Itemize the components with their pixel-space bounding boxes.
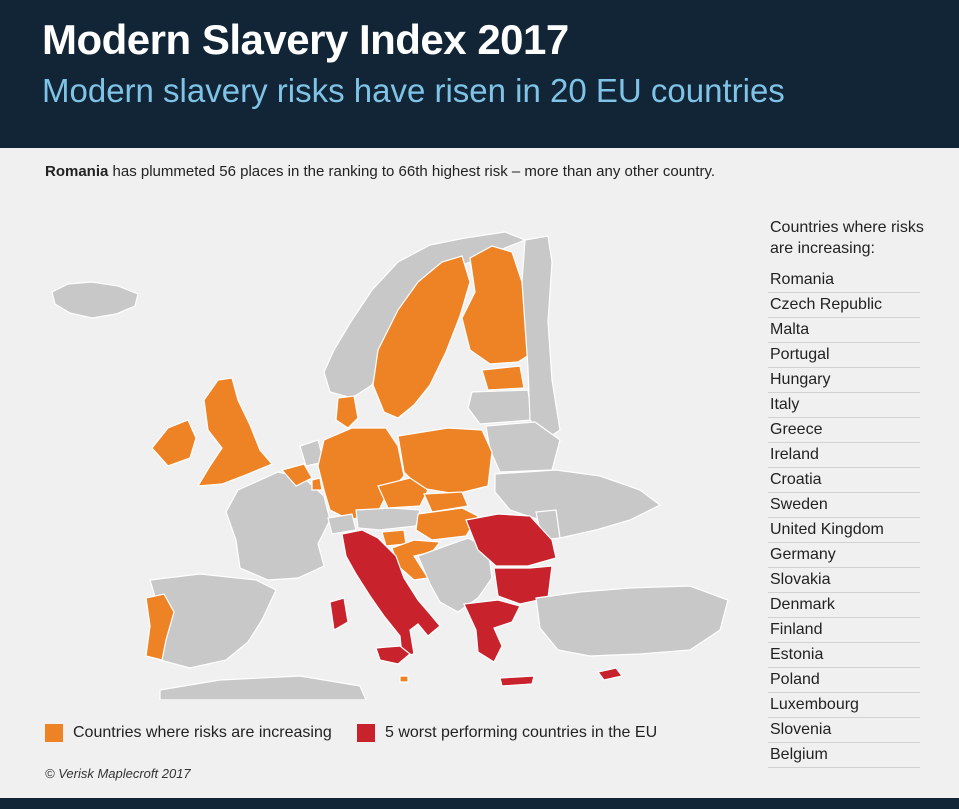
map-uk (196, 377, 273, 487)
map-baltics (467, 389, 533, 425)
map-romania (465, 513, 557, 567)
country-list-item: Malta (768, 318, 920, 343)
map-estonia (481, 365, 525, 391)
country-list-item: Greece (768, 418, 920, 443)
legend-worst: 5 worst performing countries in the EU (357, 722, 657, 744)
map-hungary (415, 507, 479, 541)
country-list-item: Finland (768, 618, 920, 643)
map-austria (355, 507, 421, 531)
copyright-credit: © Verisk Maplecroft 2017 (45, 766, 191, 781)
country-list-item: Portugal (768, 343, 920, 368)
legend-swatch-worst (357, 724, 375, 742)
country-list-item: Hungary (768, 368, 920, 393)
europe-map (51, 231, 729, 700)
intro-highlight: Romania (45, 163, 109, 180)
map-slovakia (423, 491, 469, 513)
map-portugal (145, 593, 175, 661)
map-crete (499, 675, 535, 687)
map-russia (521, 235, 561, 441)
legend-increasing: Countries where risks are increasing (45, 722, 332, 744)
map-north-africa (159, 675, 367, 700)
map-iceland (51, 281, 139, 319)
country-list-item: Croatia (768, 468, 920, 493)
map-ukraine (494, 469, 662, 539)
map-poland (397, 427, 493, 495)
map-italy (341, 529, 441, 657)
map-luxembourg (311, 477, 323, 491)
map-sardinia (329, 597, 349, 631)
country-list-item: United Kingdom (768, 518, 920, 543)
intro-text: Romania has plummeted 56 places in the r… (45, 163, 715, 180)
country-list-item: Slovakia (768, 568, 920, 593)
country-list-item: Slovenia (768, 718, 920, 743)
map-turkey (535, 585, 729, 657)
country-list-item: Germany (768, 543, 920, 568)
page-title: Modern Slavery Index 2017 (42, 16, 569, 63)
legend-label-worst: 5 worst performing countries in the EU (385, 724, 658, 741)
map-greece (463, 599, 521, 663)
country-list-item: Sweden (768, 493, 920, 518)
country-list-item: Luxembourg (768, 693, 920, 718)
map-sicily (375, 645, 411, 665)
map-czech (377, 477, 429, 509)
country-list-item: Estonia (768, 643, 920, 668)
country-list-item: Poland (768, 668, 920, 693)
map-balkans (417, 537, 493, 613)
country-list-item: Italy (768, 393, 920, 418)
intro-body: has plummeted 56 places in the ranking t… (108, 163, 716, 180)
country-list-item: Romania (768, 268, 920, 293)
footer-bar (0, 798, 959, 809)
country-list-item: Ireland (768, 443, 920, 468)
map-sweden (372, 255, 471, 419)
map-belgium (280, 463, 313, 487)
legend-swatch-increasing (45, 724, 63, 742)
map-ireland (151, 419, 197, 467)
map-malta (399, 675, 409, 683)
map-croatia (391, 539, 442, 581)
country-list-item: Denmark (768, 593, 920, 618)
map-cyprus (596, 667, 624, 681)
legend-label-increasing: Countries where risks are increasing (73, 724, 332, 741)
country-list: Romania Czech Republic Malta Portugal Hungar… (768, 268, 920, 768)
map-denmark (335, 395, 359, 429)
header-banner: Modern Slavery Index 2017 Modern slavery… (0, 0, 959, 148)
country-list-heading: Countries where risks are increasing: (770, 219, 924, 257)
page-subtitle: Modern slavery risks have risen in 20 EU… (42, 72, 785, 109)
country-list-item: Belgium (768, 743, 920, 768)
map-switzerland (327, 513, 357, 535)
country-list-item: Czech Republic (768, 293, 920, 318)
